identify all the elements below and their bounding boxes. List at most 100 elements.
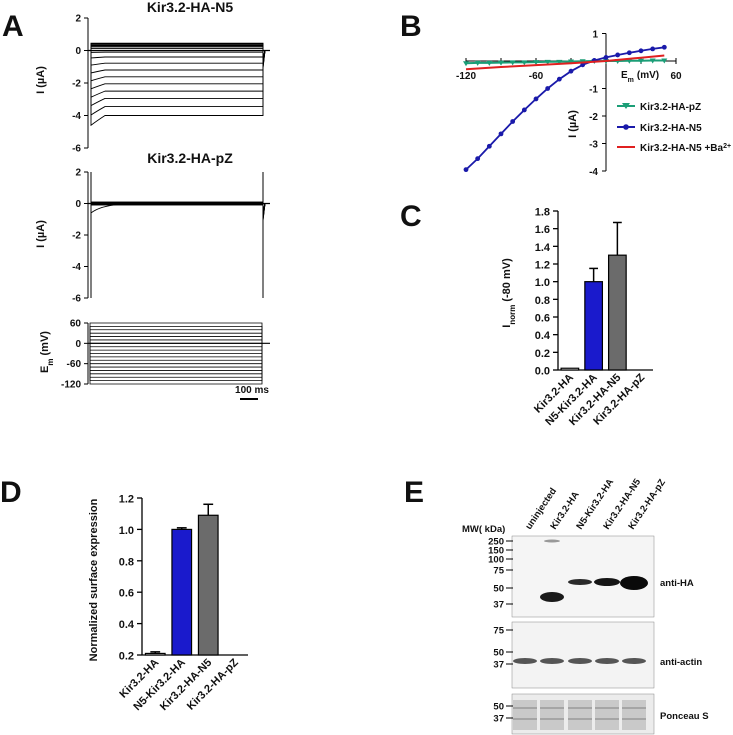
chart-b-y-tick-label: -4 [589, 167, 598, 178]
chart-b-point [626, 58, 633, 64]
chart-a2-relaxation [90, 203, 121, 214]
panel-letter-d: D [0, 476, 22, 509]
chart-a1-y-tick-label: 0 [75, 46, 81, 57]
chart-b-y-tick-label: -3 [589, 140, 598, 151]
legend-label-n5: Kir3.2-HA-N5 [640, 123, 702, 134]
band-ponceau [540, 700, 564, 730]
band-anti-ha [620, 576, 648, 590]
panel-c: 0.00.20.40.60.81.01.21.41.61.8Kir3.2-HAN… [501, 207, 653, 428]
chart-b-point [556, 76, 562, 82]
chart-b-point [649, 58, 656, 64]
chart-b-xlabel: Em (mV) [621, 70, 659, 84]
chart-b: -120 -60 60 1 -1 -2 -3 -4 [456, 30, 682, 179]
chart-b-x-tick-label: 60 [670, 71, 682, 82]
chart-c-y-tick-label: 1.0 [535, 277, 550, 289]
scale-bar-label: 100 ms [235, 385, 269, 396]
chart-b-point [509, 60, 516, 66]
chart-a3-y-tick-label: 0 [75, 339, 81, 350]
legend-marker-n5 [623, 124, 629, 130]
panel-b: -120 -60 60 1 -1 -2 -3 -4 Em (mV) I (µA) Kir3.2-… [456, 30, 731, 179]
panel-letter-e: E [404, 476, 424, 509]
chart-b-point [521, 107, 527, 113]
chart-a1-trace [88, 50, 270, 107]
chart-c-y-tick-label: 0.2 [535, 348, 550, 360]
band-ponceau [595, 700, 619, 730]
chart-a1-trace [88, 44, 270, 61]
legend-item-pz: Kir3.2-HA-pZ [617, 102, 701, 113]
mw-marker-label: 50 [493, 648, 504, 659]
legend-item-n5: Kir3.2-HA-N5 [617, 123, 702, 134]
band-ponceau [622, 700, 646, 730]
chart-b-line-0 [465, 59, 665, 65]
chart-a1-trace [88, 45, 270, 61]
mw-marker-label: 150 [488, 546, 504, 557]
chart-b-point [626, 50, 632, 56]
chart-b-point [486, 60, 493, 66]
chart-b-point [533, 60, 539, 66]
legend-marker-pz [622, 103, 630, 109]
chart-b-point [638, 48, 644, 54]
chart-b-point [650, 46, 656, 52]
chart-b-point [661, 44, 667, 50]
chart-a1-ylabel: I (µA) [35, 66, 47, 94]
mw-marker-label: 75 [493, 626, 504, 637]
chart-a3-step [89, 343, 263, 382]
chart-a2-trace-bundle [91, 201, 263, 206]
chart-b-point [474, 60, 481, 66]
legend-label-ba: Kir3.2-HA-N5 +Ba2+ [640, 143, 731, 155]
mw-marker-label: 100 [488, 555, 504, 566]
mw-marker-label: 250 [488, 537, 504, 548]
chart-b-point [521, 60, 528, 66]
chart-b-x-tick-label: -60 [529, 71, 544, 82]
chart-a3-step [89, 343, 263, 385]
panel-letter-b: B [400, 10, 422, 43]
chart-b-point [544, 59, 551, 65]
chart-c-y-tick-label: 0.0 [535, 366, 550, 378]
chart-a1-y-tick-label: 2 [75, 14, 81, 25]
chart-b-point [603, 55, 609, 60]
chart-c-ylabel: Inorm(-80 mV) [501, 258, 517, 328]
mw-marker-label: 50 [493, 584, 504, 595]
band-anti-actin [595, 658, 619, 664]
chart-b-x-tick-label: -120 [456, 71, 476, 82]
legend-item-ba: Kir3.2-HA-N5 +Ba2+ [617, 143, 731, 155]
panel-e: MW( kDa) uninjectedKir3.2-HAN5-Kir3.2-HA… [462, 476, 709, 735]
chart-a3-y-tick-label: 60 [70, 319, 82, 330]
chart-c: 0.00.20.40.60.81.01.21.41.61.8Kir3.2-HAN… [532, 207, 653, 428]
chart-b-point [638, 58, 644, 64]
chart-a1-y-tick-label: -4 [72, 111, 81, 122]
blot-label-anti-actin: anti-actin [660, 657, 702, 668]
chart-b-legend: Kir3.2-HA-pZ Kir3.2-HA-N5 Kir3.2-HA-N5 +… [617, 102, 731, 154]
chart-b-y-tick-label: -2 [589, 112, 598, 123]
band-anti-ha [540, 592, 564, 602]
chart-a3-step [89, 343, 263, 375]
blot-label-ponceau: Ponceau S [660, 711, 709, 722]
chart-b-point [463, 167, 469, 173]
chart-a3-step [89, 339, 263, 344]
chart-d-y-tick-label: 1.0 [119, 525, 134, 537]
blot-anti-actin [511, 621, 655, 689]
chart-b-point [498, 60, 504, 66]
chart-b-line-2 [465, 54, 665, 71]
mw-marker-label: 37 [493, 600, 504, 611]
chart-a2: 2 0 -2 -4 -6 [72, 168, 270, 305]
chart-a1-y-tick-label: -6 [72, 144, 81, 155]
blot-label-anti-ha: anti-HA [660, 578, 694, 589]
chart-c-y-tick-label: 1.2 [535, 260, 550, 272]
chart-b-point [498, 131, 504, 137]
chart-c-y-tick-label: 1.6 [535, 224, 550, 236]
band-anti-actin [622, 658, 646, 664]
chart-b-point [510, 119, 516, 124]
panel-letter-a: A [2, 10, 24, 43]
chart-a1-trace [88, 50, 270, 66]
band-anti-actin [540, 658, 564, 664]
chart-d: 0.20.40.60.81.01.2Kir3.2-HAN5-Kir3.2-HAK… [117, 494, 248, 713]
chart-a2-trace [88, 203, 270, 217]
chart-c-y-tick-label: 1.4 [535, 242, 551, 254]
chart-a3-y-tick-label: -60 [67, 359, 82, 370]
chart-d-y-tick-label: 0.6 [119, 588, 134, 600]
chart-a3-ylabel: Em(mV) [39, 331, 55, 373]
chart-a2-y-tick-label: 0 [75, 199, 81, 210]
mw-marker-label: 37 [493, 660, 504, 671]
